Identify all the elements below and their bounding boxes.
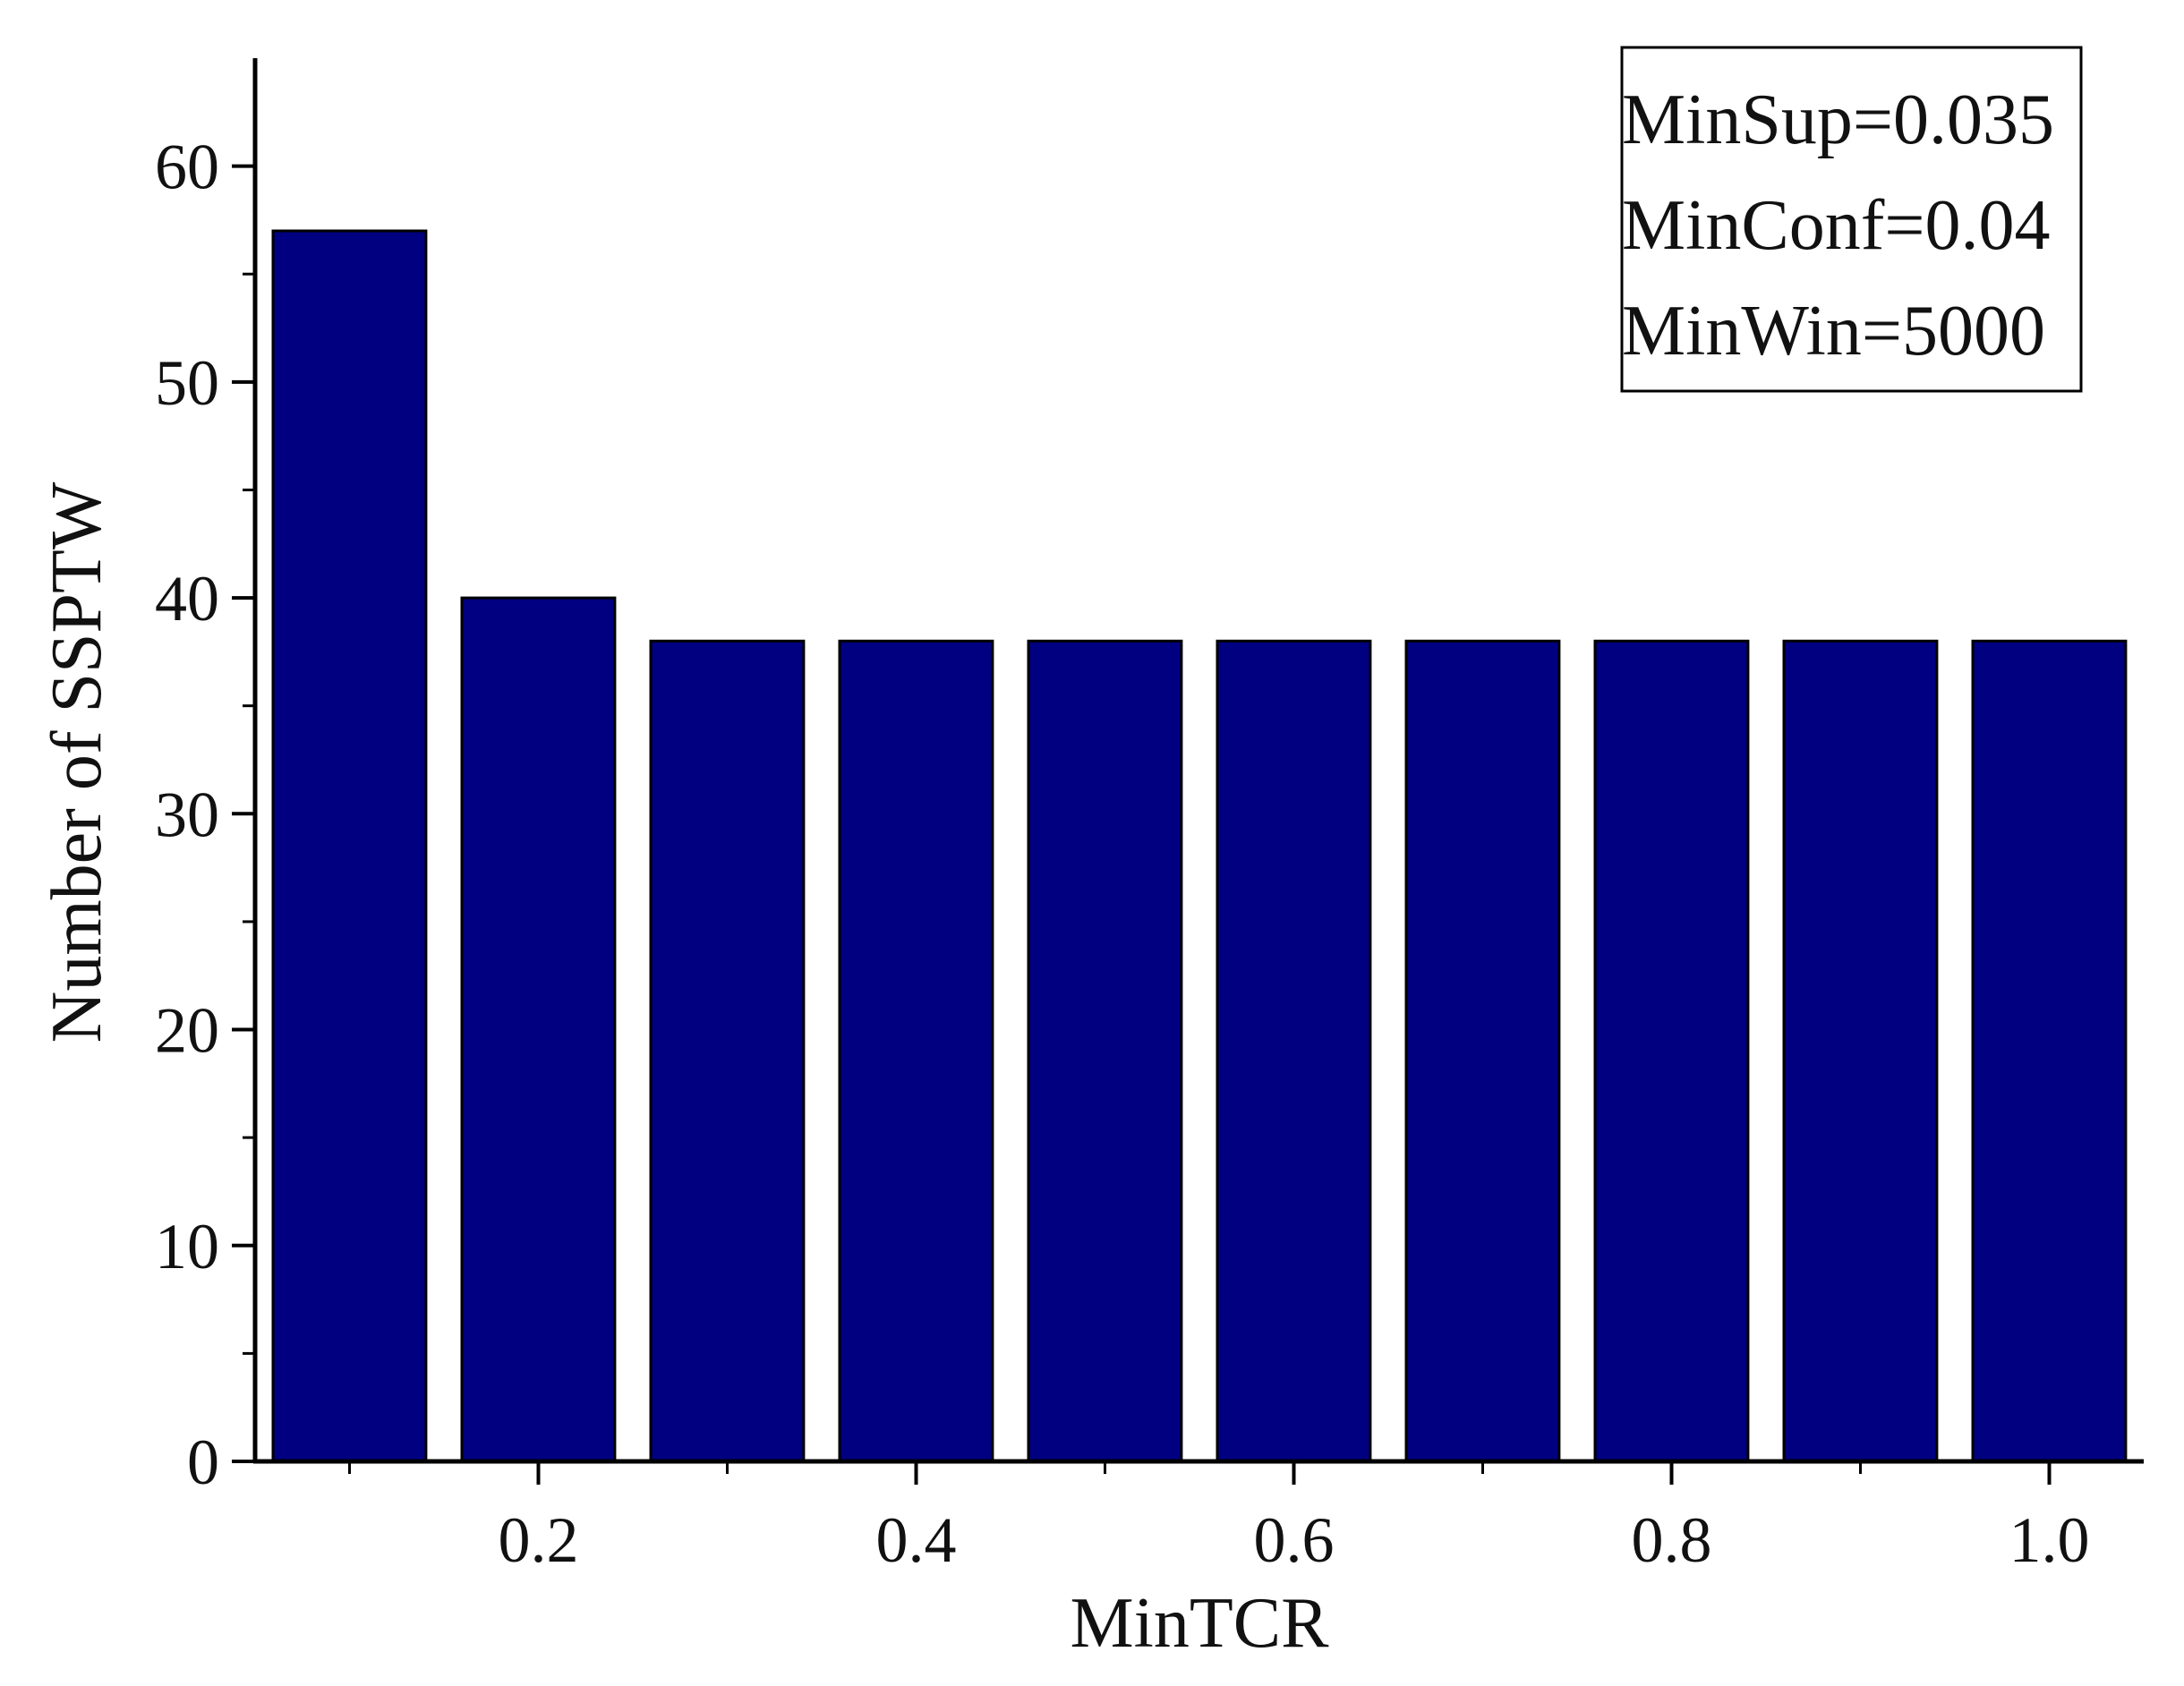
y-tick-label-3: 30 bbox=[155, 779, 219, 850]
x-tick-label-0.2: 0.2 bbox=[499, 1504, 579, 1576]
y-ticks: 0 10 20 30 40 50 60 bbox=[155, 132, 255, 1498]
bar-0 bbox=[271, 229, 428, 1463]
x-ticks: 0.2 0.4 0.6 0.8 1.0 bbox=[348, 1461, 2090, 1576]
bar-3 bbox=[838, 639, 994, 1463]
bar-2 bbox=[649, 639, 806, 1463]
y-tick-label-6: 60 bbox=[155, 132, 219, 203]
bar-7 bbox=[1593, 639, 1750, 1463]
y-tick-label-4: 40 bbox=[155, 563, 219, 634]
bar-1 bbox=[460, 596, 617, 1463]
x-tick-label-0.4: 0.4 bbox=[876, 1504, 957, 1576]
legend-frame bbox=[1620, 46, 2083, 393]
x-tick-label-0.6: 0.6 bbox=[1254, 1504, 1335, 1576]
x-tick-label-1.0: 1.0 bbox=[2009, 1504, 2090, 1576]
legend-line-minwin: MinWin=5000 bbox=[1622, 292, 2045, 370]
y-tick-label-0: 0 bbox=[187, 1426, 219, 1498]
axes bbox=[252, 58, 2144, 1464]
y-tick-label-2: 20 bbox=[155, 995, 219, 1067]
x-axis-title: MinTCR bbox=[1071, 1584, 1330, 1663]
bar-9 bbox=[1971, 639, 2128, 1463]
legend-line-minconf: MinConf=0.04 bbox=[1622, 186, 2050, 265]
y-tick-label-1: 10 bbox=[155, 1211, 219, 1282]
legend-box: MinSup=0.035 MinConf=0.04 MinWin=5000 bbox=[1620, 46, 2083, 393]
x-tick-label-0.8: 0.8 bbox=[1632, 1504, 1712, 1576]
y-axis-title: Number of SSPTW bbox=[38, 481, 116, 1043]
y-tick-label-5: 50 bbox=[155, 347, 219, 419]
bars bbox=[271, 229, 2128, 1463]
bar-6 bbox=[1404, 639, 1561, 1463]
legend-line-minsup: MinSup=0.035 bbox=[1622, 81, 2054, 159]
bar-8 bbox=[1782, 639, 1939, 1463]
bar-4 bbox=[1027, 639, 1183, 1463]
bar-5 bbox=[1216, 639, 1372, 1463]
